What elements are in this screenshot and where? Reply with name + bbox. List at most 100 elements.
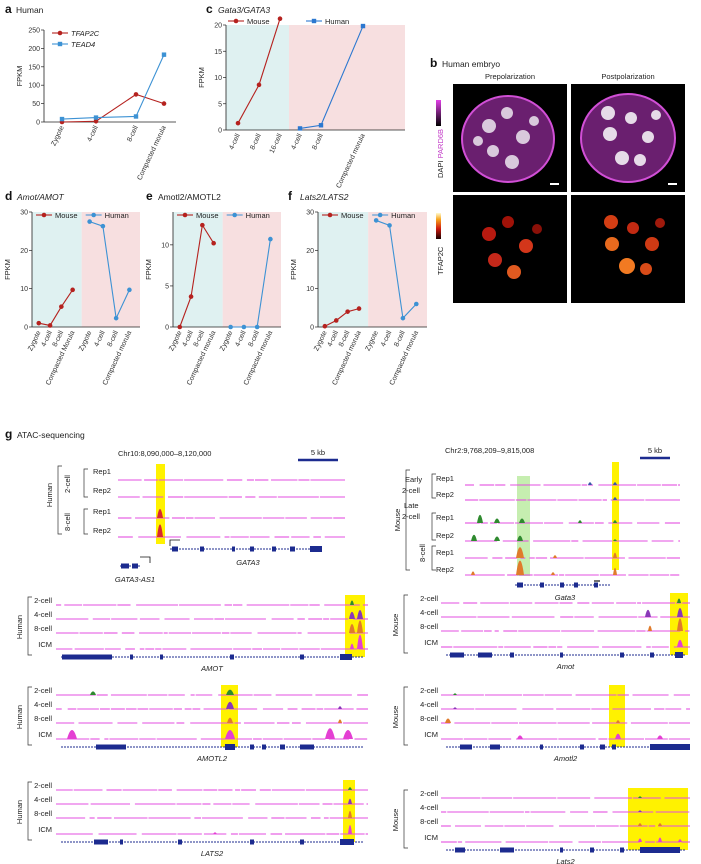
- f-line-human: [375, 219, 417, 320]
- c-xtick-label: 16-cell: [269, 132, 284, 154]
- amotl2-h-track-0-peak: [226, 689, 234, 695]
- d-ytick-label: 30: [20, 210, 28, 217]
- e-legend-marker: [232, 212, 237, 218]
- lats2-h-track-1-peak: [348, 798, 352, 804]
- amotl2-h-track-0-peak: [90, 691, 96, 695]
- amot-m-track-3-peak: [677, 639, 683, 647]
- hgata3-track-8c-rep1: [118, 509, 345, 519]
- c-ytick-label: 0: [218, 128, 222, 135]
- amot-h-row-2: 8-cell: [34, 624, 52, 633]
- hgata3-tss-arrow: [169, 539, 180, 546]
- lats2-h-track-1: [56, 798, 368, 805]
- a-point-tead4: [93, 115, 99, 120]
- mgata3-track-8c1-peak: [613, 552, 617, 558]
- colorbar-hot: [436, 213, 441, 239]
- amot-h-track-1-peak: [349, 611, 355, 619]
- amot-m-track-1-peak: [645, 609, 651, 617]
- mgata3-track-8c2: [465, 560, 680, 576]
- amot-h-track-3: [56, 634, 368, 650]
- lats2-h-species: Human: [15, 800, 24, 824]
- f-point-human: [387, 223, 392, 228]
- c-legend-label: Mouse: [247, 17, 270, 26]
- mgata3-track-8c2-peak: [516, 560, 524, 575]
- lats2-m-row-3: ICM: [424, 833, 438, 842]
- f-point-human: [413, 301, 419, 307]
- lats2-m-bracket: [403, 789, 408, 849]
- amot-m-track-2: [441, 618, 690, 632]
- lats2-h-row-0: 2-cell: [34, 781, 52, 790]
- mgata3-track-8c2-peak: [471, 571, 475, 575]
- amotl2-m-row-2: 8-cell: [420, 714, 438, 723]
- c-ytick-label: 10: [214, 75, 222, 82]
- d-legend-marker: [91, 212, 96, 218]
- hgata3-track-8c-rep2: [118, 524, 345, 538]
- c-legend-label: Human: [325, 17, 349, 26]
- mgata3-track-late2-peak: [471, 534, 477, 541]
- e-xtick-label: Zygote: [219, 330, 234, 352]
- amotl2-h-track-1-peak: [338, 706, 342, 709]
- amotl2-h-track-1-peak: [226, 701, 234, 709]
- amotl2-m-track-2: [441, 718, 690, 724]
- c-point-human: [297, 126, 303, 131]
- mgata3-track-8c1-peak: [553, 555, 557, 558]
- stain-dapi: DAPI: [436, 160, 445, 178]
- amot-h-gene-model: [61, 654, 363, 660]
- img-pre-tfap2c: [453, 195, 567, 303]
- amot-h-row-0: 2-cell: [34, 596, 52, 605]
- lats2-m-track-2-peak: [658, 823, 662, 826]
- d-point-human: [127, 287, 132, 293]
- lats2-m-track-2: [441, 823, 690, 827]
- f-line-mouse: [324, 308, 360, 327]
- a-ytick-label: 0: [36, 120, 40, 127]
- hgata3-bracket: [57, 465, 62, 535]
- e-legend-marker: [182, 212, 188, 218]
- mgata3-bracket: [405, 469, 410, 571]
- d-ytick-label: 10: [20, 286, 28, 293]
- amot-m-bracket: [403, 594, 408, 654]
- amot-m-species: Mouse: [391, 614, 400, 637]
- d-point-human: [87, 219, 92, 224]
- c-xtick-label: Compacted morula: [335, 133, 366, 190]
- lats2-h-track-3-peak: [348, 825, 352, 834]
- d-ylabel: FPKM: [3, 259, 12, 280]
- panel-e-title: Amotl2/AMOTL2: [158, 192, 221, 202]
- hgata3-track-8c-rep2-peak: [157, 524, 163, 537]
- hgata3-scale: 5 kb: [311, 448, 325, 457]
- c-point-mouse: [277, 16, 283, 22]
- lats2-m-gene-label: Lats2: [556, 857, 575, 864]
- d-legend-label: Human: [105, 211, 129, 220]
- lats2-h-row-2: 8-cell: [34, 809, 52, 818]
- d-xtick-label: 4-cell: [93, 329, 107, 348]
- amot-m-track-0: [441, 598, 690, 604]
- e-ytick-label: 10: [161, 242, 169, 249]
- lats2-m-track-0-peak: [638, 796, 642, 798]
- amotl2-m-track-3-peak: [615, 733, 621, 739]
- e-ytick-label: 0: [165, 325, 169, 332]
- mgata3-late-a: Late: [404, 501, 419, 510]
- mgata3-track-8c2-peak: [613, 567, 617, 575]
- a-ytick-label: 200: [28, 46, 40, 53]
- amot-m-row-2: 8-cell: [420, 622, 438, 631]
- mgata3-track-early1: [465, 482, 680, 486]
- e-point-mouse: [211, 240, 216, 246]
- c-point-mouse: [235, 120, 241, 126]
- stain-pard6b: PARD6B: [436, 129, 445, 158]
- amot-h-track-2-peak: [349, 624, 355, 633]
- col-prepolarization: Prepolarization: [485, 72, 535, 81]
- e-ylabel: FPKM: [144, 259, 153, 280]
- mgata3-track-late1: [465, 514, 680, 524]
- amotl2-m-track-0: [441, 693, 690, 696]
- c-point-mouse: [256, 82, 262, 88]
- mgata3-track-late1-peak: [477, 514, 483, 523]
- amotl2-h-track-2-peak: [338, 719, 342, 723]
- amot-m-row-3: ICM: [424, 638, 438, 647]
- a-xtick-label: 8-cell: [126, 124, 140, 143]
- mgata3-track-8c1-peak: [516, 547, 524, 558]
- c-ytick-label: 5: [218, 101, 222, 108]
- d-xtick-label: 8-cell: [107, 329, 121, 348]
- panel-d-letter: d: [5, 189, 12, 203]
- amot-h-track-1-peak: [357, 610, 363, 619]
- d-legend-label: Mouse: [55, 211, 78, 220]
